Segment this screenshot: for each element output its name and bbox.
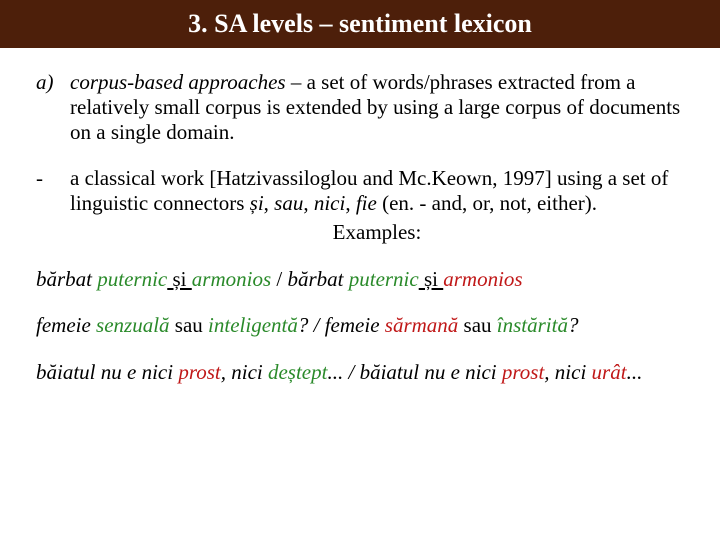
- lead-term: corpus-based approaches: [70, 70, 286, 94]
- positive-word: puternic: [97, 267, 167, 291]
- list-item-a: a) corpus-based approaches – a set of wo…: [36, 70, 684, 144]
- positive-word: puternic: [349, 267, 419, 291]
- connector: și: [250, 191, 264, 215]
- negative-word: armonios: [443, 267, 522, 291]
- title-bar: 3. SA levels – sentiment lexicon: [0, 0, 720, 48]
- positive-word: armonios: [192, 267, 271, 291]
- connector: nici: [314, 191, 346, 215]
- negative-word: urât: [592, 360, 627, 384]
- slide-title: 3. SA levels – sentiment lexicon: [188, 9, 532, 39]
- item-marker: -: [36, 166, 70, 244]
- slide-body: a) corpus-based approaches – a set of wo…: [0, 48, 720, 385]
- item-marker: a): [36, 70, 70, 144]
- positive-word: inteligentă: [208, 313, 298, 337]
- list-item-dash: - a classical work [Hatzivassiloglou and…: [36, 166, 684, 244]
- negative-word: prost: [178, 360, 220, 384]
- example-line-3: băiatul nu e nici prost, nici deștept...…: [36, 360, 684, 385]
- connector: sau: [274, 191, 303, 215]
- item-text: corpus-based approaches – a set of words…: [70, 70, 684, 144]
- item-text: a classical work [Hatzivassiloglou and M…: [70, 166, 684, 244]
- example-line-1: bărbat puternic și armonios / bărbat put…: [36, 267, 684, 292]
- negative-word: prost: [502, 360, 544, 384]
- positive-word: deștept: [268, 360, 327, 384]
- negative-word: sărmană: [385, 313, 459, 337]
- tail-text: (en. - and, or, not, either).: [377, 191, 597, 215]
- examples-label: Examples:: [70, 220, 684, 245]
- positive-word: înstărită: [497, 313, 568, 337]
- positive-word: senzuală: [96, 313, 170, 337]
- connector: fie: [356, 191, 377, 215]
- example-line-2: femeie senzuală sau inteligentă? / femei…: [36, 313, 684, 338]
